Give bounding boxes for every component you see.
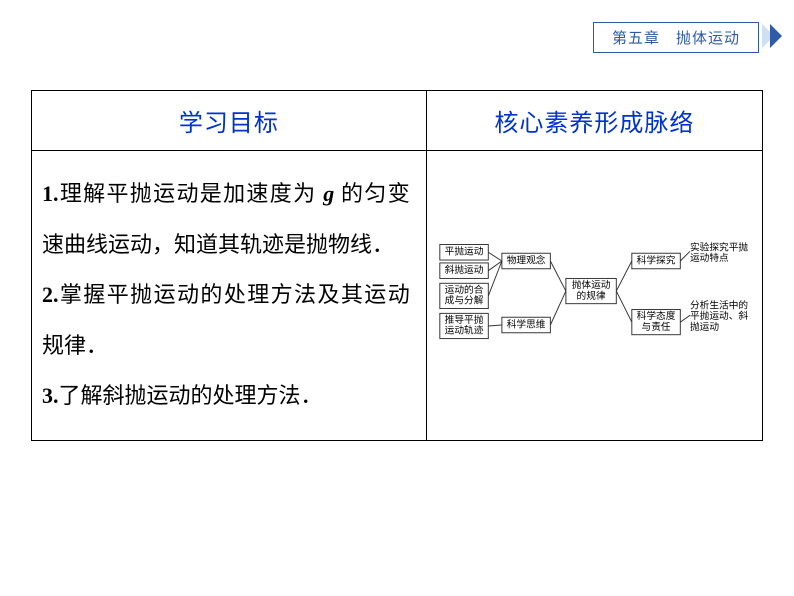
svg-text:分析生活中的: 分析生活中的 [690, 298, 748, 311]
svg-text:平抛运动: 平抛运动 [445, 245, 484, 258]
svg-text:运动的合: 运动的合 [445, 283, 484, 296]
diagram-cell: 平抛运动斜抛运动运动的合成与分解推导平抛运动轨迹物理观念科学思维抛体运动的规律科… [426, 151, 762, 441]
svg-text:科学态度: 科学态度 [637, 309, 676, 322]
concept-diagram: 平抛运动斜抛运动运动的合成与分解推导平抛运动轨迹物理观念科学思维抛体运动的规律科… [434, 213, 754, 373]
svg-text:的规律: 的规律 [577, 289, 606, 302]
left-header: 学习目标 [32, 91, 427, 151]
goals-cell: 1.理解平抛运动是加速度为 g 的匀变速曲线运动，知道其轨迹是抛物线．2.掌握平… [32, 151, 427, 441]
svg-text:运动轨迹: 运动轨迹 [445, 324, 484, 337]
svg-text:实验探究平抛: 实验探究平抛 [690, 240, 748, 253]
svg-text:斜抛运动: 斜抛运动 [445, 263, 484, 276]
chapter-label: 第五章 抛体运动 [612, 31, 740, 47]
svg-text:推导平抛: 推导平抛 [445, 313, 484, 326]
chapter-header: 第五章 抛体运动 [593, 22, 759, 53]
chevron-icon [760, 22, 790, 50]
svg-text:与责任: 与责任 [642, 320, 671, 333]
svg-text:运动特点: 运动特点 [690, 252, 729, 264]
svg-text:抛运动: 抛运动 [690, 320, 719, 333]
main-table: 学习目标 核心素养形成脉络 1.理解平抛运动是加速度为 g 的匀变速曲线运动，知… [31, 90, 763, 441]
svg-text:物理观念: 物理观念 [507, 253, 546, 266]
right-header: 核心素养形成脉络 [426, 91, 762, 151]
svg-text:抛体运动: 抛体运动 [572, 278, 611, 291]
svg-text:科学探究: 科学探究 [637, 253, 676, 266]
svg-text:科学思维: 科学思维 [507, 317, 546, 330]
svg-text:成与分解: 成与分解 [445, 294, 484, 307]
svg-text:平抛运动、斜: 平抛运动、斜 [690, 309, 748, 322]
